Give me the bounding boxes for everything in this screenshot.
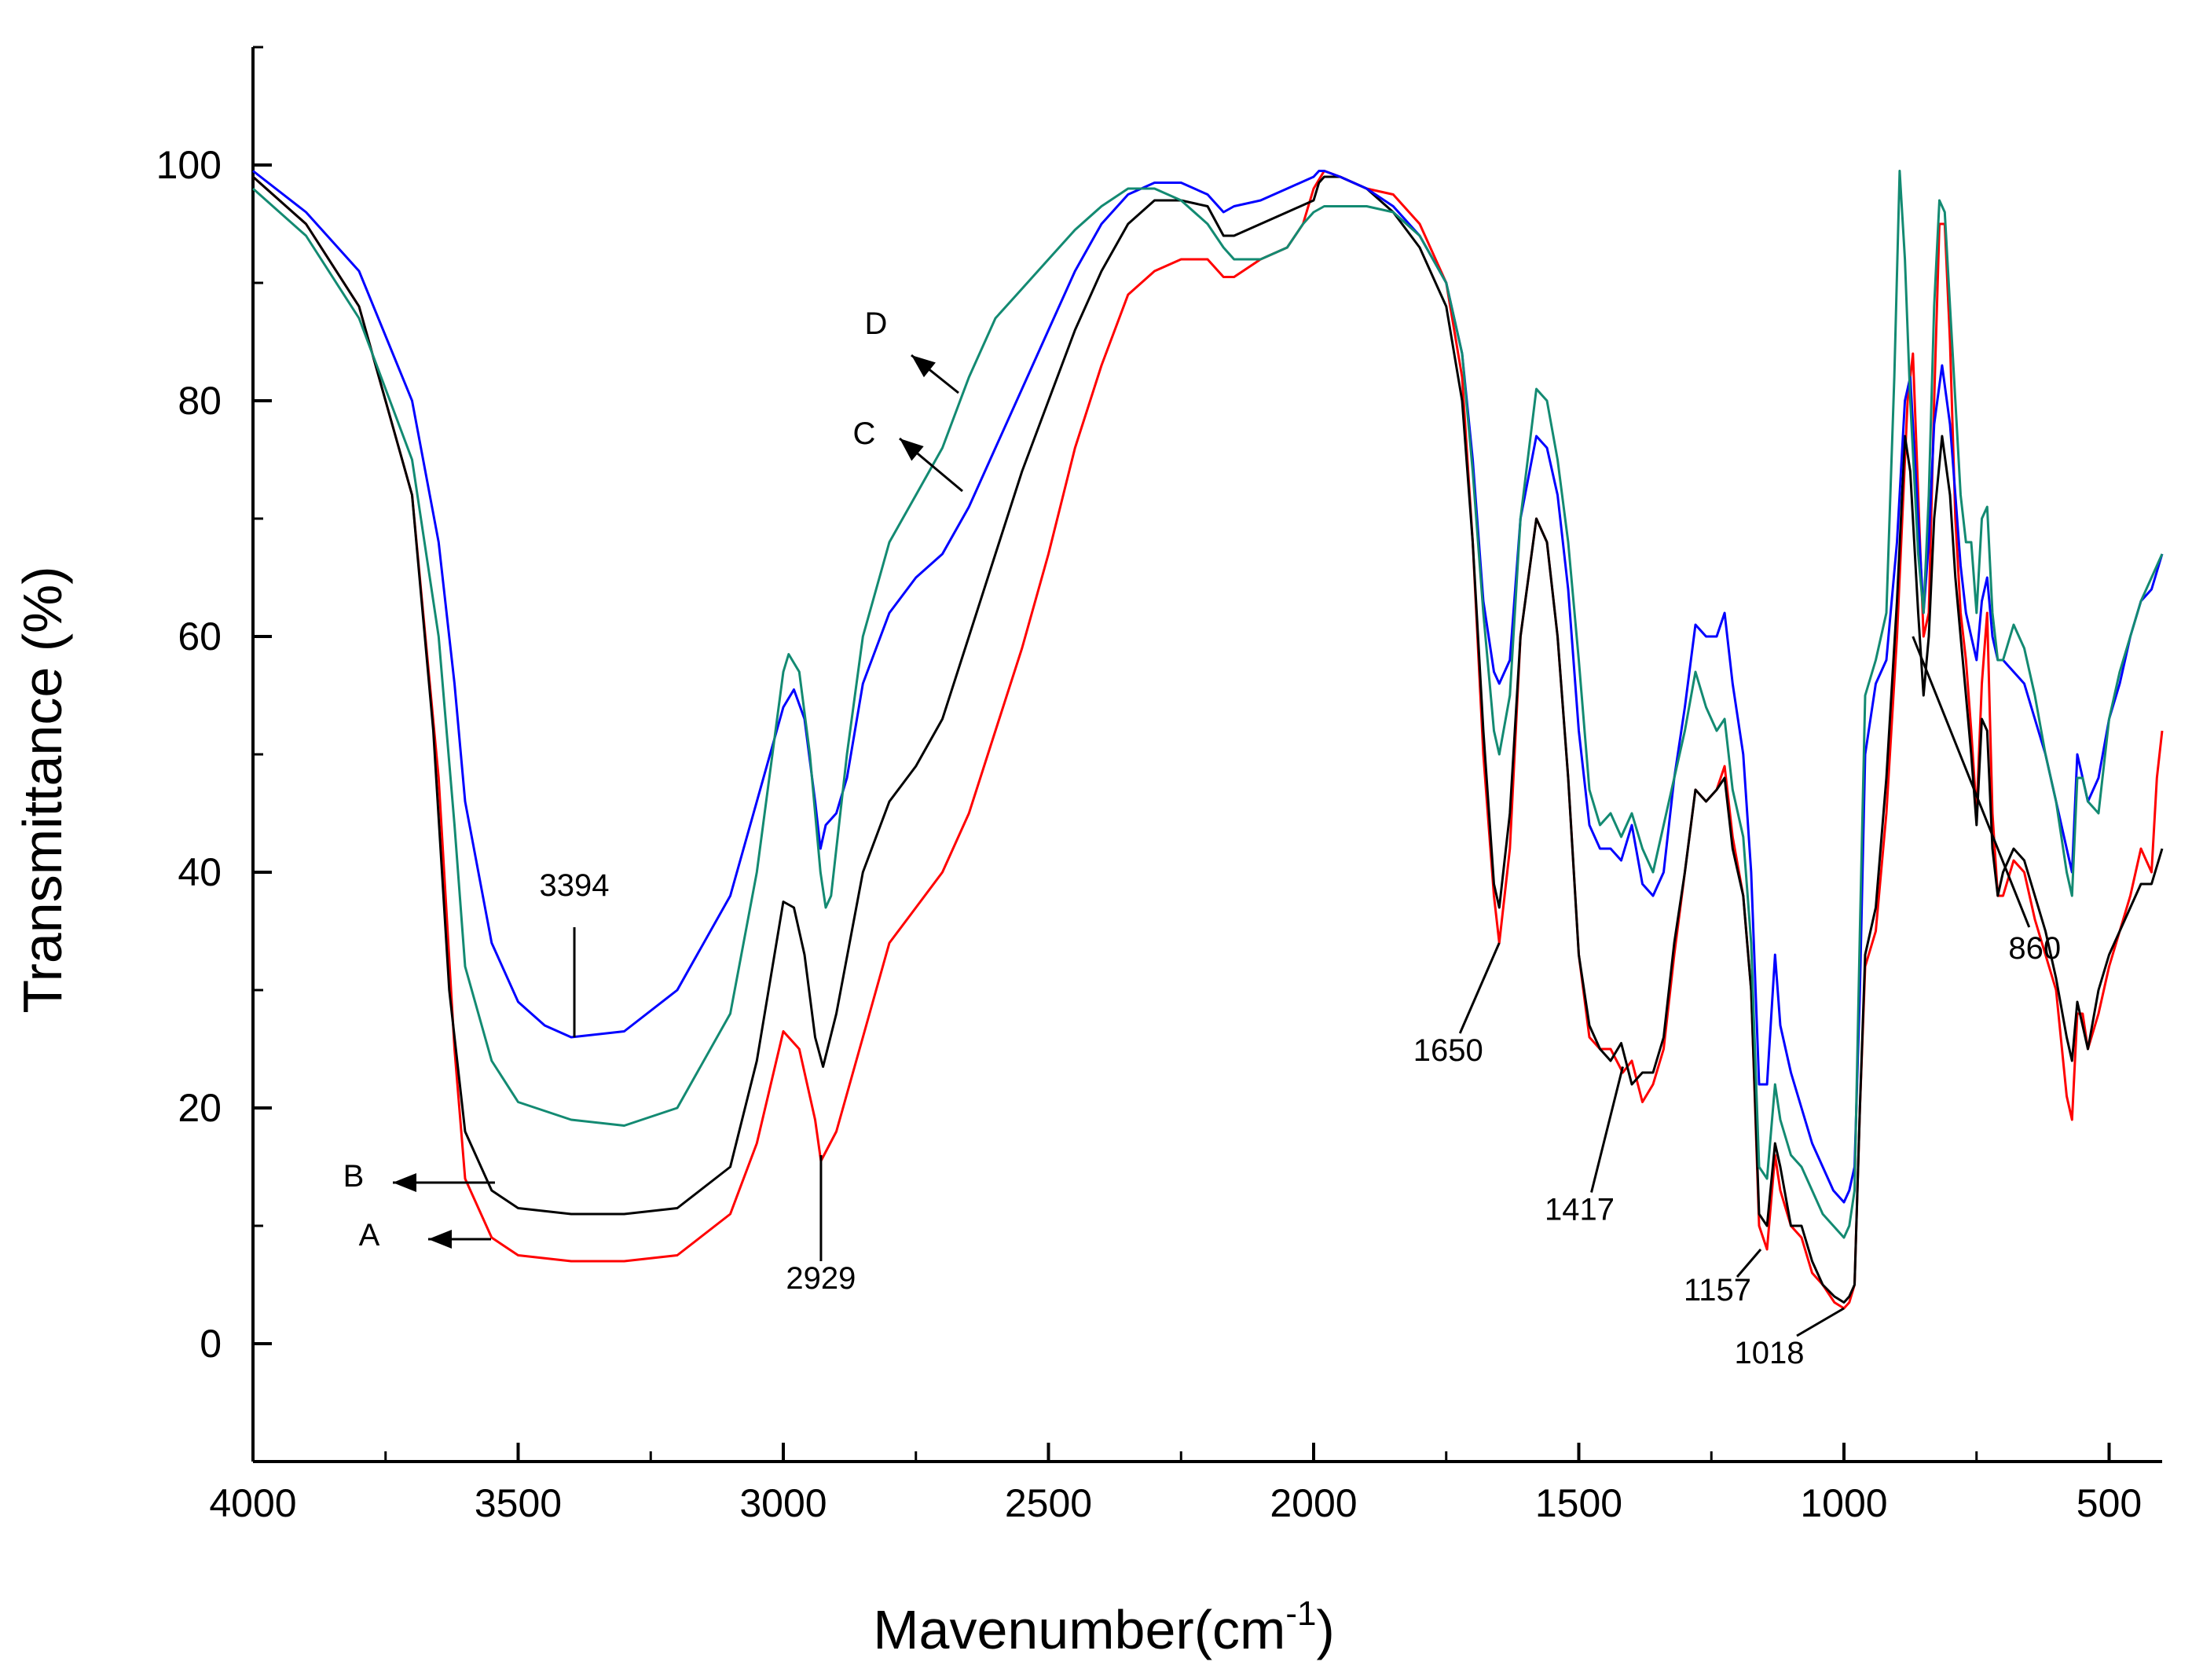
- x-axis-title: Mavenumber(cm-1): [873, 1594, 1335, 1660]
- x-axis-title-main: Mavenumber(cm: [873, 1599, 1285, 1660]
- curve-label-arrow-D-arrowhead: [911, 355, 936, 378]
- curve-label-arrow-B-arrowhead: [393, 1173, 416, 1192]
- y-axis-title: Transmittance (%): [12, 566, 73, 1013]
- y-tick-label: 0: [200, 1322, 222, 1366]
- x-tick-label: 2500: [1005, 1481, 1092, 1525]
- annotation-label-860: 860: [2008, 931, 2061, 966]
- y-tick-label: 80: [178, 379, 222, 423]
- curve-label-A: A: [359, 1218, 380, 1253]
- y-tick-label: 60: [178, 614, 222, 658]
- x-axis-title-close: ): [1316, 1599, 1334, 1660]
- ticks: 4000 3500 3000 2500 2000 1500 1000 500 0 20 40 60 80…: [156, 46, 2142, 1525]
- series-line-D: [252, 170, 2164, 1239]
- annotation-leader-860: [1912, 636, 2031, 928]
- y-tick-label: 20: [178, 1086, 222, 1130]
- annotation-label-1018: 1018: [1735, 1336, 1805, 1370]
- x-tick-label: 1500: [1535, 1481, 1622, 1525]
- x-tick-label: 3000: [739, 1481, 827, 1525]
- series-line-C: [252, 170, 2164, 1204]
- annotation-label-1417: 1417: [1545, 1193, 1615, 1227]
- curve-label-D: D: [865, 306, 888, 341]
- annotation-label-2929: 2929: [786, 1261, 856, 1296]
- series-line-B: [252, 175, 2164, 1304]
- series-line-A: [252, 170, 2164, 1310]
- annotation-leader-1157: [1736, 1249, 1762, 1278]
- curve-label-arrow-C-arrowhead: [900, 438, 924, 461]
- x-axis-title-superscript: -1: [1285, 1594, 1316, 1633]
- annotation-leader-1417: [1590, 1066, 1624, 1193]
- series-group: [252, 170, 2164, 1310]
- annotations: 3394 2929 1650 1417 1157 1018 860 AB C D: [343, 306, 2061, 1370]
- annotation-leader-1018: [1796, 1307, 1845, 1337]
- curve-label-C: C: [853, 416, 876, 451]
- curve-label-arrow-A-arrowhead: [428, 1230, 452, 1249]
- x-tick-label: 1000: [1800, 1481, 1887, 1525]
- y-tick-label: 100: [156, 143, 222, 187]
- x-tick-label: 2000: [1270, 1481, 1357, 1525]
- x-tick-label: 4000: [209, 1481, 296, 1525]
- x-tick-label: 3500: [475, 1481, 562, 1525]
- curve-label-B: B: [343, 1159, 365, 1194]
- annotation-label-1650: 1650: [1413, 1033, 1483, 1068]
- x-tick-label: 500: [2077, 1481, 2142, 1525]
- annotation-label-3394: 3394: [540, 868, 610, 903]
- y-tick-label: 40: [178, 850, 222, 894]
- annotation-label-1157: 1157: [1684, 1273, 1751, 1308]
- annotation-leader-1650: [1458, 942, 1501, 1034]
